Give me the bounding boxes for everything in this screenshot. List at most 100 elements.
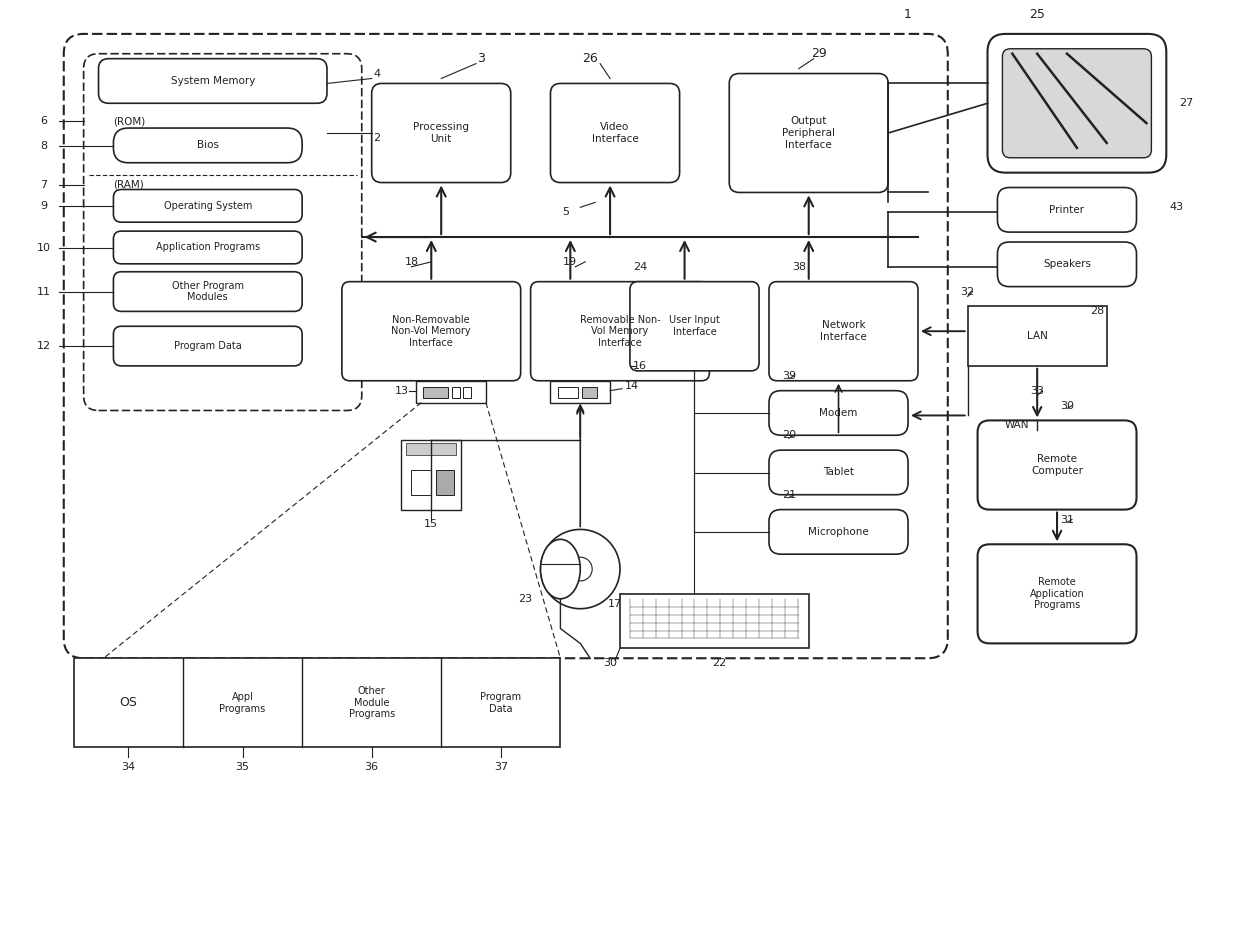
Text: Operating System: Operating System <box>164 201 252 211</box>
Text: 31: 31 <box>1060 514 1074 525</box>
FancyBboxPatch shape <box>113 190 303 222</box>
Text: Tablet: Tablet <box>823 468 854 477</box>
Text: Non-Removable
Non-Vol Memory
Interface: Non-Removable Non-Vol Memory Interface <box>392 314 471 348</box>
Text: Video
Interface: Video Interface <box>591 122 639 144</box>
Text: 26: 26 <box>583 52 598 65</box>
FancyBboxPatch shape <box>531 282 709 380</box>
Text: Other
Module
Programs: Other Module Programs <box>348 686 394 720</box>
FancyBboxPatch shape <box>98 59 327 103</box>
Text: 39: 39 <box>781 371 796 380</box>
Text: WAN: WAN <box>1006 420 1029 431</box>
Bar <box>453 387 460 398</box>
Bar <box>73 658 560 748</box>
Text: LAN: LAN <box>1027 331 1048 341</box>
Text: 30: 30 <box>1060 401 1074 410</box>
FancyBboxPatch shape <box>551 84 680 182</box>
Text: 35: 35 <box>236 763 249 772</box>
FancyBboxPatch shape <box>997 242 1137 286</box>
FancyBboxPatch shape <box>113 326 303 365</box>
Text: 30: 30 <box>603 658 618 669</box>
Text: 36: 36 <box>365 763 378 772</box>
Text: Speakers: Speakers <box>1043 259 1091 270</box>
Bar <box>583 387 598 398</box>
Text: Printer: Printer <box>1049 205 1085 215</box>
Text: 8: 8 <box>41 140 47 151</box>
Text: 16: 16 <box>632 361 647 371</box>
Text: Processing
Unit: Processing Unit <box>413 122 469 144</box>
Bar <box>417 380 486 403</box>
Bar <box>423 387 448 398</box>
Text: 33: 33 <box>1030 386 1044 395</box>
Text: 17: 17 <box>608 599 622 609</box>
Text: 15: 15 <box>424 520 438 529</box>
Bar <box>967 306 1107 365</box>
Text: (ROM): (ROM) <box>113 116 145 126</box>
Text: Appl
Programs: Appl Programs <box>219 692 265 713</box>
FancyBboxPatch shape <box>342 282 521 380</box>
Circle shape <box>541 529 620 609</box>
FancyBboxPatch shape <box>113 128 303 163</box>
FancyBboxPatch shape <box>769 282 918 380</box>
Bar <box>558 387 578 398</box>
Text: OS: OS <box>119 697 138 710</box>
Ellipse shape <box>541 539 580 599</box>
FancyBboxPatch shape <box>113 272 303 312</box>
Text: 13: 13 <box>394 386 408 395</box>
Text: System Memory: System Memory <box>171 76 255 86</box>
Text: 43: 43 <box>1169 203 1183 212</box>
Text: Bios: Bios <box>197 140 218 151</box>
Bar <box>436 470 454 495</box>
Text: 7: 7 <box>41 179 47 190</box>
Text: Removable Non-
Vol Memory
Interface: Removable Non- Vol Memory Interface <box>579 314 661 348</box>
FancyBboxPatch shape <box>987 33 1167 173</box>
Text: Program Data: Program Data <box>174 341 242 352</box>
Text: Network
Interface: Network Interface <box>820 321 867 342</box>
FancyBboxPatch shape <box>977 544 1137 644</box>
Text: 18: 18 <box>404 257 418 267</box>
FancyBboxPatch shape <box>997 188 1137 232</box>
Text: 34: 34 <box>122 763 135 772</box>
Text: 5: 5 <box>562 207 569 218</box>
Text: 4: 4 <box>373 69 381 78</box>
FancyBboxPatch shape <box>769 510 908 554</box>
Text: 20: 20 <box>781 431 796 440</box>
Text: 21: 21 <box>781 490 796 499</box>
Bar <box>402 440 461 510</box>
Text: 32: 32 <box>961 286 975 297</box>
Text: (RAM): (RAM) <box>113 179 144 190</box>
Text: 3: 3 <box>477 52 485 65</box>
Text: 29: 29 <box>811 47 827 60</box>
Text: 9: 9 <box>41 201 47 211</box>
Text: Program
Data: Program Data <box>480 692 521 713</box>
Text: 38: 38 <box>791 261 806 272</box>
Bar <box>551 380 610 403</box>
Text: 2: 2 <box>373 133 381 143</box>
Text: 19: 19 <box>563 257 578 267</box>
Text: Microphone: Microphone <box>808 527 869 537</box>
Text: Other Program
Modules: Other Program Modules <box>172 281 244 302</box>
Text: 27: 27 <box>1179 99 1193 108</box>
Text: Remote
Computer: Remote Computer <box>1030 454 1083 476</box>
Text: 28: 28 <box>1090 306 1104 316</box>
Text: 23: 23 <box>518 593 533 604</box>
Bar <box>412 470 432 495</box>
FancyBboxPatch shape <box>729 73 888 193</box>
Text: User Input
Interface: User Input Interface <box>670 315 720 337</box>
Text: 12: 12 <box>37 341 51 352</box>
Text: 1: 1 <box>904 7 911 20</box>
FancyBboxPatch shape <box>372 84 511 182</box>
FancyBboxPatch shape <box>1002 48 1152 158</box>
FancyBboxPatch shape <box>113 232 303 264</box>
Text: 37: 37 <box>494 763 508 772</box>
Text: 14: 14 <box>625 380 639 391</box>
FancyBboxPatch shape <box>769 391 908 435</box>
FancyBboxPatch shape <box>630 282 759 371</box>
Text: 10: 10 <box>37 243 51 253</box>
Text: Modem: Modem <box>820 408 858 418</box>
FancyBboxPatch shape <box>977 420 1137 510</box>
Text: 22: 22 <box>712 658 727 669</box>
Text: 25: 25 <box>1029 7 1045 20</box>
Text: 24: 24 <box>632 261 647 272</box>
Bar <box>463 387 471 398</box>
FancyBboxPatch shape <box>769 450 908 495</box>
